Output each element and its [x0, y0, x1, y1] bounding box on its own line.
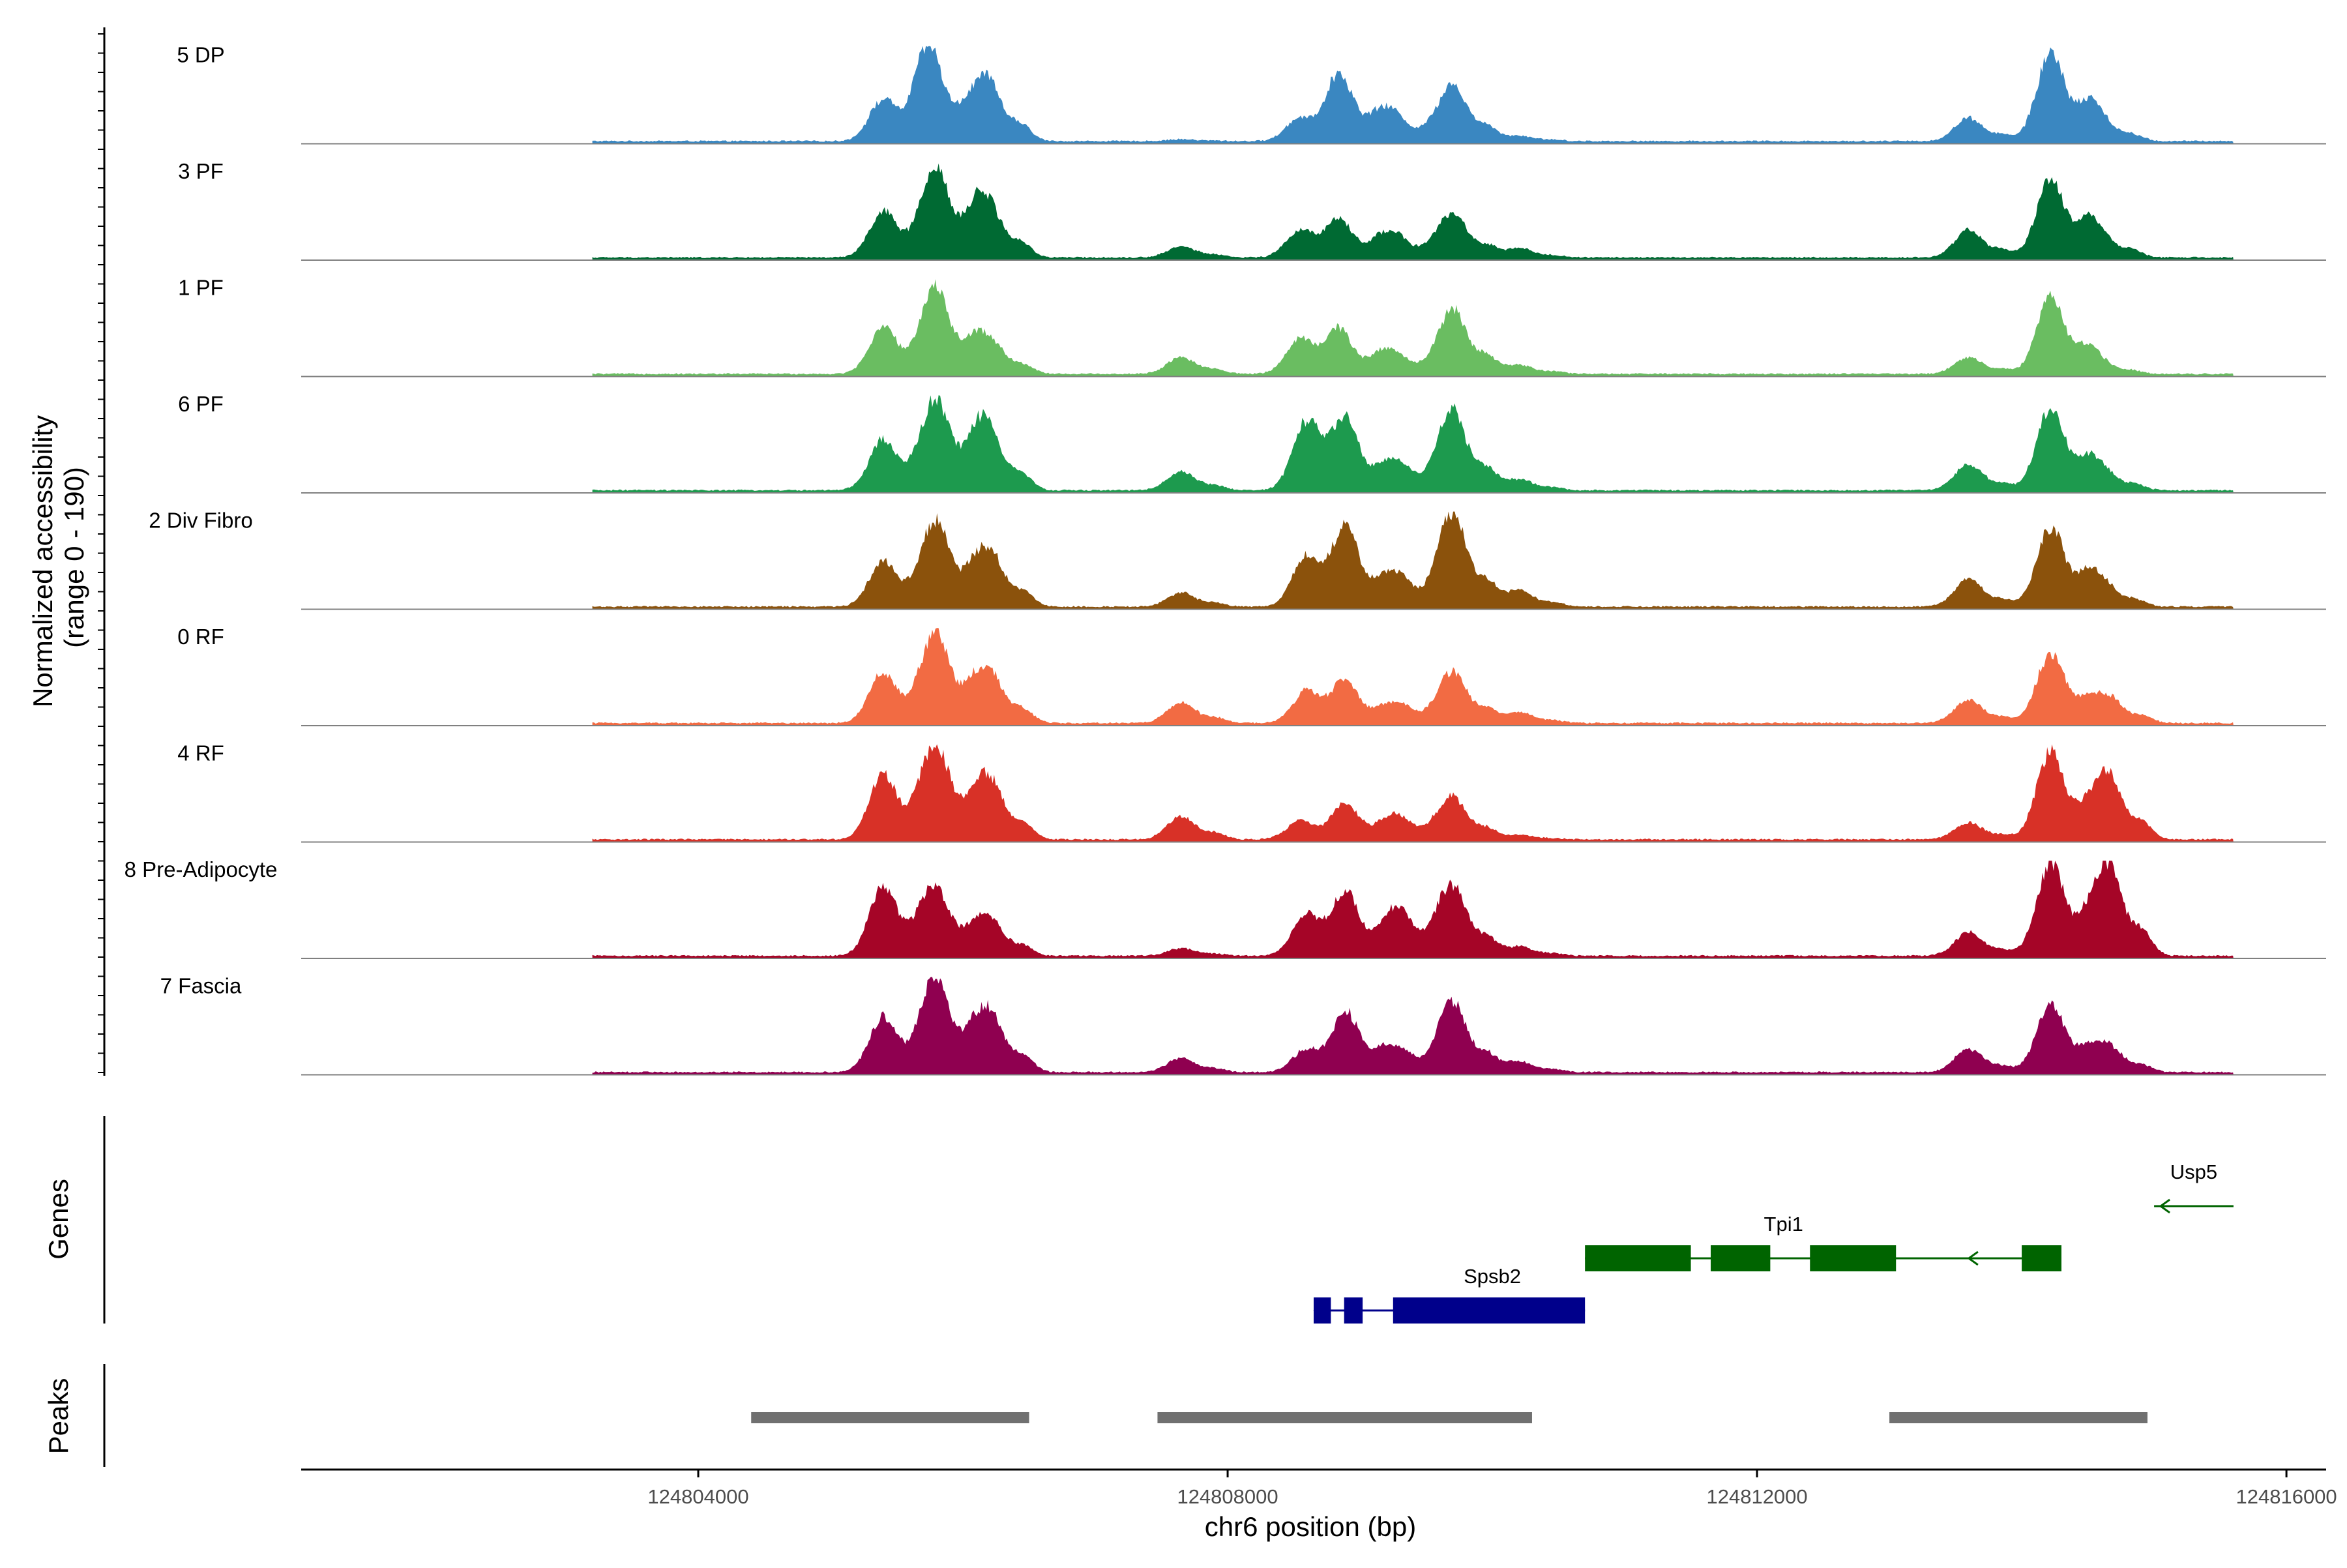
coverage-area	[592, 628, 2234, 726]
peaks-title: Peaks	[43, 1378, 74, 1455]
strand-arrow	[2159, 1198, 2170, 1214]
coverage-area	[592, 279, 2234, 377]
coverage-area	[592, 977, 2234, 1075]
gene-label: Usp5	[2170, 1161, 2217, 1183]
x-tick-label: 124816000	[2236, 1485, 2337, 1508]
track-7-fascia	[301, 977, 2326, 1076]
track-label: 5 DP	[177, 43, 224, 67]
genes-title: Genes	[43, 1179, 74, 1260]
gene-label: Spsb2	[1464, 1265, 1521, 1288]
track-8-pre-adipocyte	[301, 861, 2326, 959]
track-6-pf	[301, 395, 2326, 494]
y-axis-ticks	[98, 33, 104, 1073]
x-axis: 124804000 124808000 124812000 124816000	[301, 1468, 2337, 1508]
gene-exon	[1711, 1245, 1771, 1271]
gene-exon	[1393, 1297, 1586, 1324]
track-labels: 5 DP 3 PF 1 PF 6 PF 2 Div Fibro 0 RF 4 RF 8 Pre…	[125, 43, 278, 998]
peak-region	[751, 1412, 1029, 1423]
peak-region	[1889, 1412, 2148, 1423]
y-axis-title-line1: Normalized accessibility	[27, 415, 58, 707]
gene-spsb2: Spsb2	[1313, 1265, 1586, 1324]
track-2-div-fibro	[301, 511, 2326, 610]
strand-arrow	[1313, 1303, 1325, 1318]
strand-arrow	[1967, 1250, 1979, 1266]
gene-exon	[1344, 1297, 1363, 1324]
y-axis-title-line2: (range 0 - 190)	[59, 467, 89, 648]
gene-tpi1: Tpi1	[1585, 1213, 2061, 1271]
x-tick-label: 124808000	[1177, 1485, 1278, 1508]
gene-exon	[1585, 1245, 1691, 1271]
coverage-tracks	[301, 46, 2326, 1076]
gene-exon	[1810, 1245, 1897, 1271]
y-axis-title: Normalized accessibility (range 0 - 190)	[27, 407, 89, 707]
coverage-area	[592, 744, 2234, 842]
coverage-area	[592, 46, 2234, 144]
x-tick-label: 124812000	[1706, 1485, 1807, 1508]
track-4-rf	[301, 744, 2326, 843]
coverage-area	[592, 395, 2234, 493]
track-label: 3 PF	[178, 159, 224, 183]
gene-usp5: Usp5	[2154, 1161, 2234, 1214]
x-axis-title: chr6 position (bp)	[1205, 1511, 1417, 1542]
peak-region	[1157, 1412, 1532, 1423]
track-label: 7 Fascia	[160, 974, 242, 998]
track-label: 6 PF	[178, 392, 224, 416]
gene-exon	[2022, 1245, 2061, 1271]
coverage-area	[592, 861, 2234, 958]
x-tick-label: 124804000	[647, 1485, 748, 1508]
track-1-pf	[301, 279, 2326, 377]
track-label: 0 RF	[177, 625, 224, 649]
peak-regions	[751, 1412, 2148, 1423]
track-label: 1 PF	[178, 276, 224, 300]
genes-panel: Genes Usp5 Tpi1 Spsb2	[43, 1116, 2234, 1324]
x-axis-ticks: 124804000 124808000 124812000 124816000	[647, 1470, 2337, 1508]
gene-models: Usp5 Tpi1 Spsb2	[1313, 1161, 2234, 1324]
track-5-dp	[301, 46, 2326, 145]
gene-label: Tpi1	[1764, 1213, 1803, 1235]
y-axis	[98, 27, 106, 1076]
coverage-area	[592, 511, 2234, 610]
track-label: 4 RF	[177, 741, 224, 765]
track-label: 8 Pre-Adipocyte	[125, 857, 278, 881]
track-label: 2 Div Fibro	[149, 509, 253, 533]
track-3-pf	[301, 163, 2326, 261]
track-0-rf	[301, 628, 2326, 726]
peaks-panel: Peaks	[43, 1364, 2148, 1467]
coverage-area	[592, 163, 2234, 260]
